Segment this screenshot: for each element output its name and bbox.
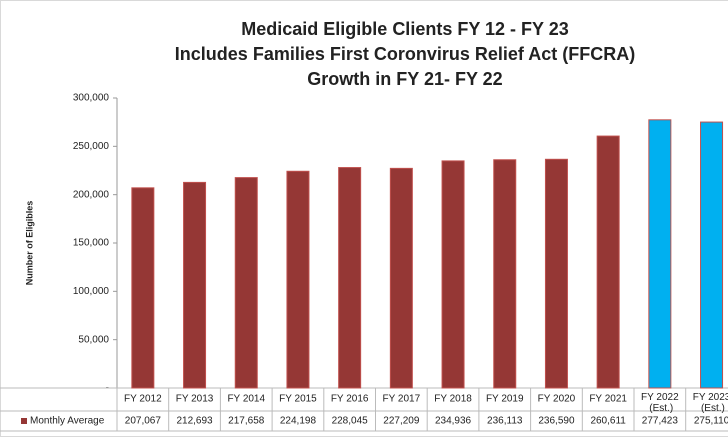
bar — [544, 158, 568, 389]
data-label: 224,198 — [280, 416, 317, 427]
data-label: 234,936 — [435, 416, 472, 427]
x-tick-label: FY 2022 (Est.) — [641, 392, 679, 414]
legend-swatch — [21, 418, 27, 424]
x-tick-label: FY 2020 — [538, 394, 576, 405]
bar — [700, 121, 724, 389]
x-tick-label: FY 2013 — [176, 394, 214, 405]
y-tick-label: 50,000 — [78, 334, 109, 345]
y-axis-label: Number of Eligibles — [24, 201, 34, 286]
y-tick-label: 100,000 — [73, 286, 110, 297]
data-label: 207,067 — [125, 416, 162, 427]
bar — [596, 135, 620, 389]
y-tick-label: 200,000 — [73, 189, 110, 200]
x-tick-label: FY 2021 — [589, 394, 627, 405]
chart-title: Includes Families First Coronvirus Relie… — [175, 44, 635, 64]
x-tick-label: FY 2017 — [383, 394, 421, 405]
x-tick-label: FY 2016 — [331, 394, 369, 405]
y-tick-label: 250,000 — [73, 141, 110, 152]
bar — [648, 119, 672, 389]
y-tick-label: 300,000 — [73, 93, 110, 104]
chart-title: Growth in FY 21- FY 22 — [307, 69, 502, 89]
data-label: 228,045 — [332, 416, 369, 427]
data-label: 275,110 — [694, 416, 728, 427]
bar — [131, 187, 155, 389]
data-label: 260,611 — [590, 416, 626, 427]
bar — [441, 160, 465, 389]
chart-title: Medicaid Eligible Clients FY 12 - FY 23 — [241, 19, 568, 39]
data-label: 277,423 — [642, 416, 679, 427]
bar — [286, 170, 310, 389]
bar — [338, 167, 362, 389]
bar — [183, 181, 207, 389]
data-label: 217,658 — [228, 416, 265, 427]
data-label: 236,113 — [487, 416, 523, 427]
data-label: 236,590 — [538, 416, 575, 427]
bar — [493, 159, 517, 389]
data-label: 227,209 — [383, 416, 420, 427]
x-tick-label: FY 2014 — [227, 394, 265, 405]
x-tick-label: FY 2012 — [124, 394, 162, 405]
x-tick-label: FY 2019 — [486, 394, 524, 405]
x-tick-label: FY 2023 (Est.) — [693, 392, 728, 414]
bar — [389, 167, 413, 389]
x-tick-label: FY 2015 — [279, 394, 317, 405]
x-tick-label: FY 2018 — [434, 394, 472, 405]
data-label: 212,693 — [176, 416, 213, 427]
y-tick-label: 150,000 — [73, 238, 110, 249]
bar — [234, 177, 258, 389]
legend-label: Monthly Average — [30, 416, 105, 427]
